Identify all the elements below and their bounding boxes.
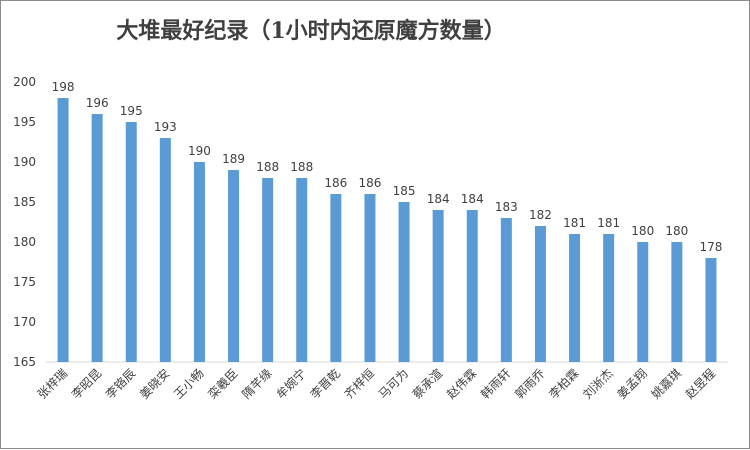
category-label: 赵昱程	[682, 366, 718, 402]
bar	[228, 170, 240, 362]
data-label: 183	[495, 200, 518, 214]
bar	[637, 242, 649, 362]
data-label: 182	[529, 208, 552, 222]
bar	[534, 226, 546, 362]
category-label: 郭雨乔	[512, 366, 547, 401]
category-label: 栾羲臣	[205, 366, 241, 402]
bar	[398, 202, 410, 362]
bar	[330, 194, 342, 362]
data-label: 195	[120, 104, 143, 118]
data-label: 186	[324, 176, 347, 190]
bar	[91, 114, 103, 362]
data-label: 189	[222, 152, 245, 166]
y-tick-label: 180	[13, 235, 36, 249]
bar	[159, 138, 171, 362]
category-label: 牟婉宁	[273, 366, 309, 402]
category-label: 马可为	[376, 366, 411, 401]
y-tick-label: 175	[13, 275, 36, 289]
data-label: 196	[86, 96, 109, 110]
bar	[296, 178, 308, 362]
category-label: 刘淅杰	[580, 366, 616, 402]
category-label: 张梓瑞	[34, 366, 70, 402]
data-label: 180	[665, 224, 688, 238]
y-tick-label: 165	[13, 355, 36, 369]
bar	[432, 210, 444, 362]
bar	[57, 98, 69, 362]
bar	[569, 234, 581, 362]
y-tick-label: 170	[13, 315, 36, 329]
data-label: 188	[256, 160, 279, 174]
data-label: 181	[563, 216, 586, 230]
data-label: 193	[154, 120, 177, 134]
category-label: 李昭昆	[68, 366, 104, 402]
category-label: 赵伟霖	[444, 366, 479, 401]
data-label: 185	[393, 184, 416, 198]
data-label: 198	[52, 80, 75, 94]
category-label: 王小畅	[171, 366, 206, 401]
y-tick-label: 195	[13, 115, 36, 129]
y-tick-label: 200	[13, 75, 36, 89]
category-label: 李铬辰	[102, 366, 138, 402]
category-label: 齐梓恒	[341, 366, 377, 402]
chart-title: 大堆最好纪录（1小时内还原魔方数量）	[116, 18, 506, 44]
category-label: 李柏霖	[546, 366, 582, 402]
category-label: 韩雨轩	[477, 366, 513, 402]
bar	[466, 210, 478, 362]
bar	[125, 122, 137, 362]
x-axis-labels: 张梓瑞李昭昆李铬辰姜晓安王小畅栾羲臣隋芊缘牟婉宁李晋乾齐梓恒马可为蔡承渲赵伟霖韩…	[34, 366, 718, 402]
data-label: 178	[699, 240, 722, 254]
category-label: 姚嘉琪	[649, 366, 684, 401]
data-label: 184	[427, 192, 450, 206]
bar	[262, 178, 274, 362]
category-label: 隋芊缘	[239, 366, 274, 401]
category-label: 姜孟翔	[615, 366, 650, 401]
bar	[193, 162, 205, 362]
bar	[671, 242, 683, 362]
y-axis: 165 170 175 180 185 190 195 200	[13, 75, 728, 369]
bar	[500, 218, 512, 362]
category-label: 蔡承渲	[409, 366, 445, 402]
category-label: 李晋乾	[307, 366, 343, 402]
data-label: 180	[631, 224, 654, 238]
y-tick-label: 190	[13, 155, 36, 169]
bars	[57, 98, 717, 362]
bar	[364, 194, 376, 362]
data-label: 186	[358, 176, 381, 190]
data-label: 184	[461, 192, 484, 206]
bar	[603, 234, 615, 362]
data-label: 188	[290, 160, 313, 174]
category-label: 姜晓安	[136, 366, 172, 402]
data-label: 190	[188, 144, 211, 158]
y-tick-label: 185	[13, 195, 36, 209]
data-label: 181	[597, 216, 620, 230]
data-labels: 198 196 195 193 190 189 188 188 186 186 185 184 184 1…	[52, 80, 723, 254]
bar	[705, 258, 717, 362]
